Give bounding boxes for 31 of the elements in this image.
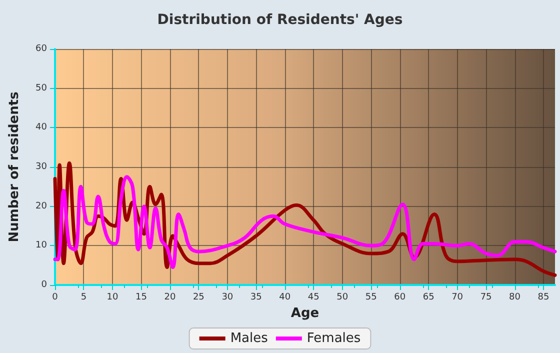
x-tick-label: 80: [509, 292, 521, 302]
x-tick-label: 45: [308, 292, 320, 302]
x-tick-label: 35: [250, 292, 262, 302]
x-tick-label: 5: [80, 292, 87, 302]
x-tick-label: 25: [192, 292, 204, 302]
y-axis-title: Number of residents: [7, 91, 22, 242]
x-tick-label: 10: [106, 292, 118, 302]
legend-label: Males: [230, 331, 268, 346]
x-tick-label: 20: [164, 292, 176, 302]
x-tick-label: 85: [538, 292, 550, 302]
y-tick-label: 30: [36, 162, 48, 172]
x-tick-label: 50: [336, 292, 348, 302]
x-tick-label: 65: [422, 292, 434, 302]
y-tick-label: 20: [36, 201, 48, 212]
y-tick-label: 10: [36, 240, 48, 251]
y-tick-label: 60: [36, 44, 48, 54]
x-tick-label: 70: [452, 292, 464, 302]
x-tick-label: 60: [394, 292, 406, 302]
y-tick-label: 50: [36, 83, 48, 94]
chart-title: Distribution of Residents' Ages: [157, 12, 403, 28]
legend-label: Females: [306, 331, 361, 346]
x-tick-label: 30: [222, 292, 234, 302]
x-tick-label: 40: [279, 292, 291, 302]
x-tick-label: 0: [52, 292, 58, 302]
line-series: [53, 175, 557, 270]
x-axis-title: Age: [290, 306, 320, 321]
x-tick-label: 15: [135, 292, 147, 302]
x-tick-label: 75: [480, 292, 492, 302]
x-tick-label: 55: [365, 292, 377, 302]
y-tick-label: 40: [36, 122, 48, 133]
y-tick-label: 0: [41, 280, 48, 290]
